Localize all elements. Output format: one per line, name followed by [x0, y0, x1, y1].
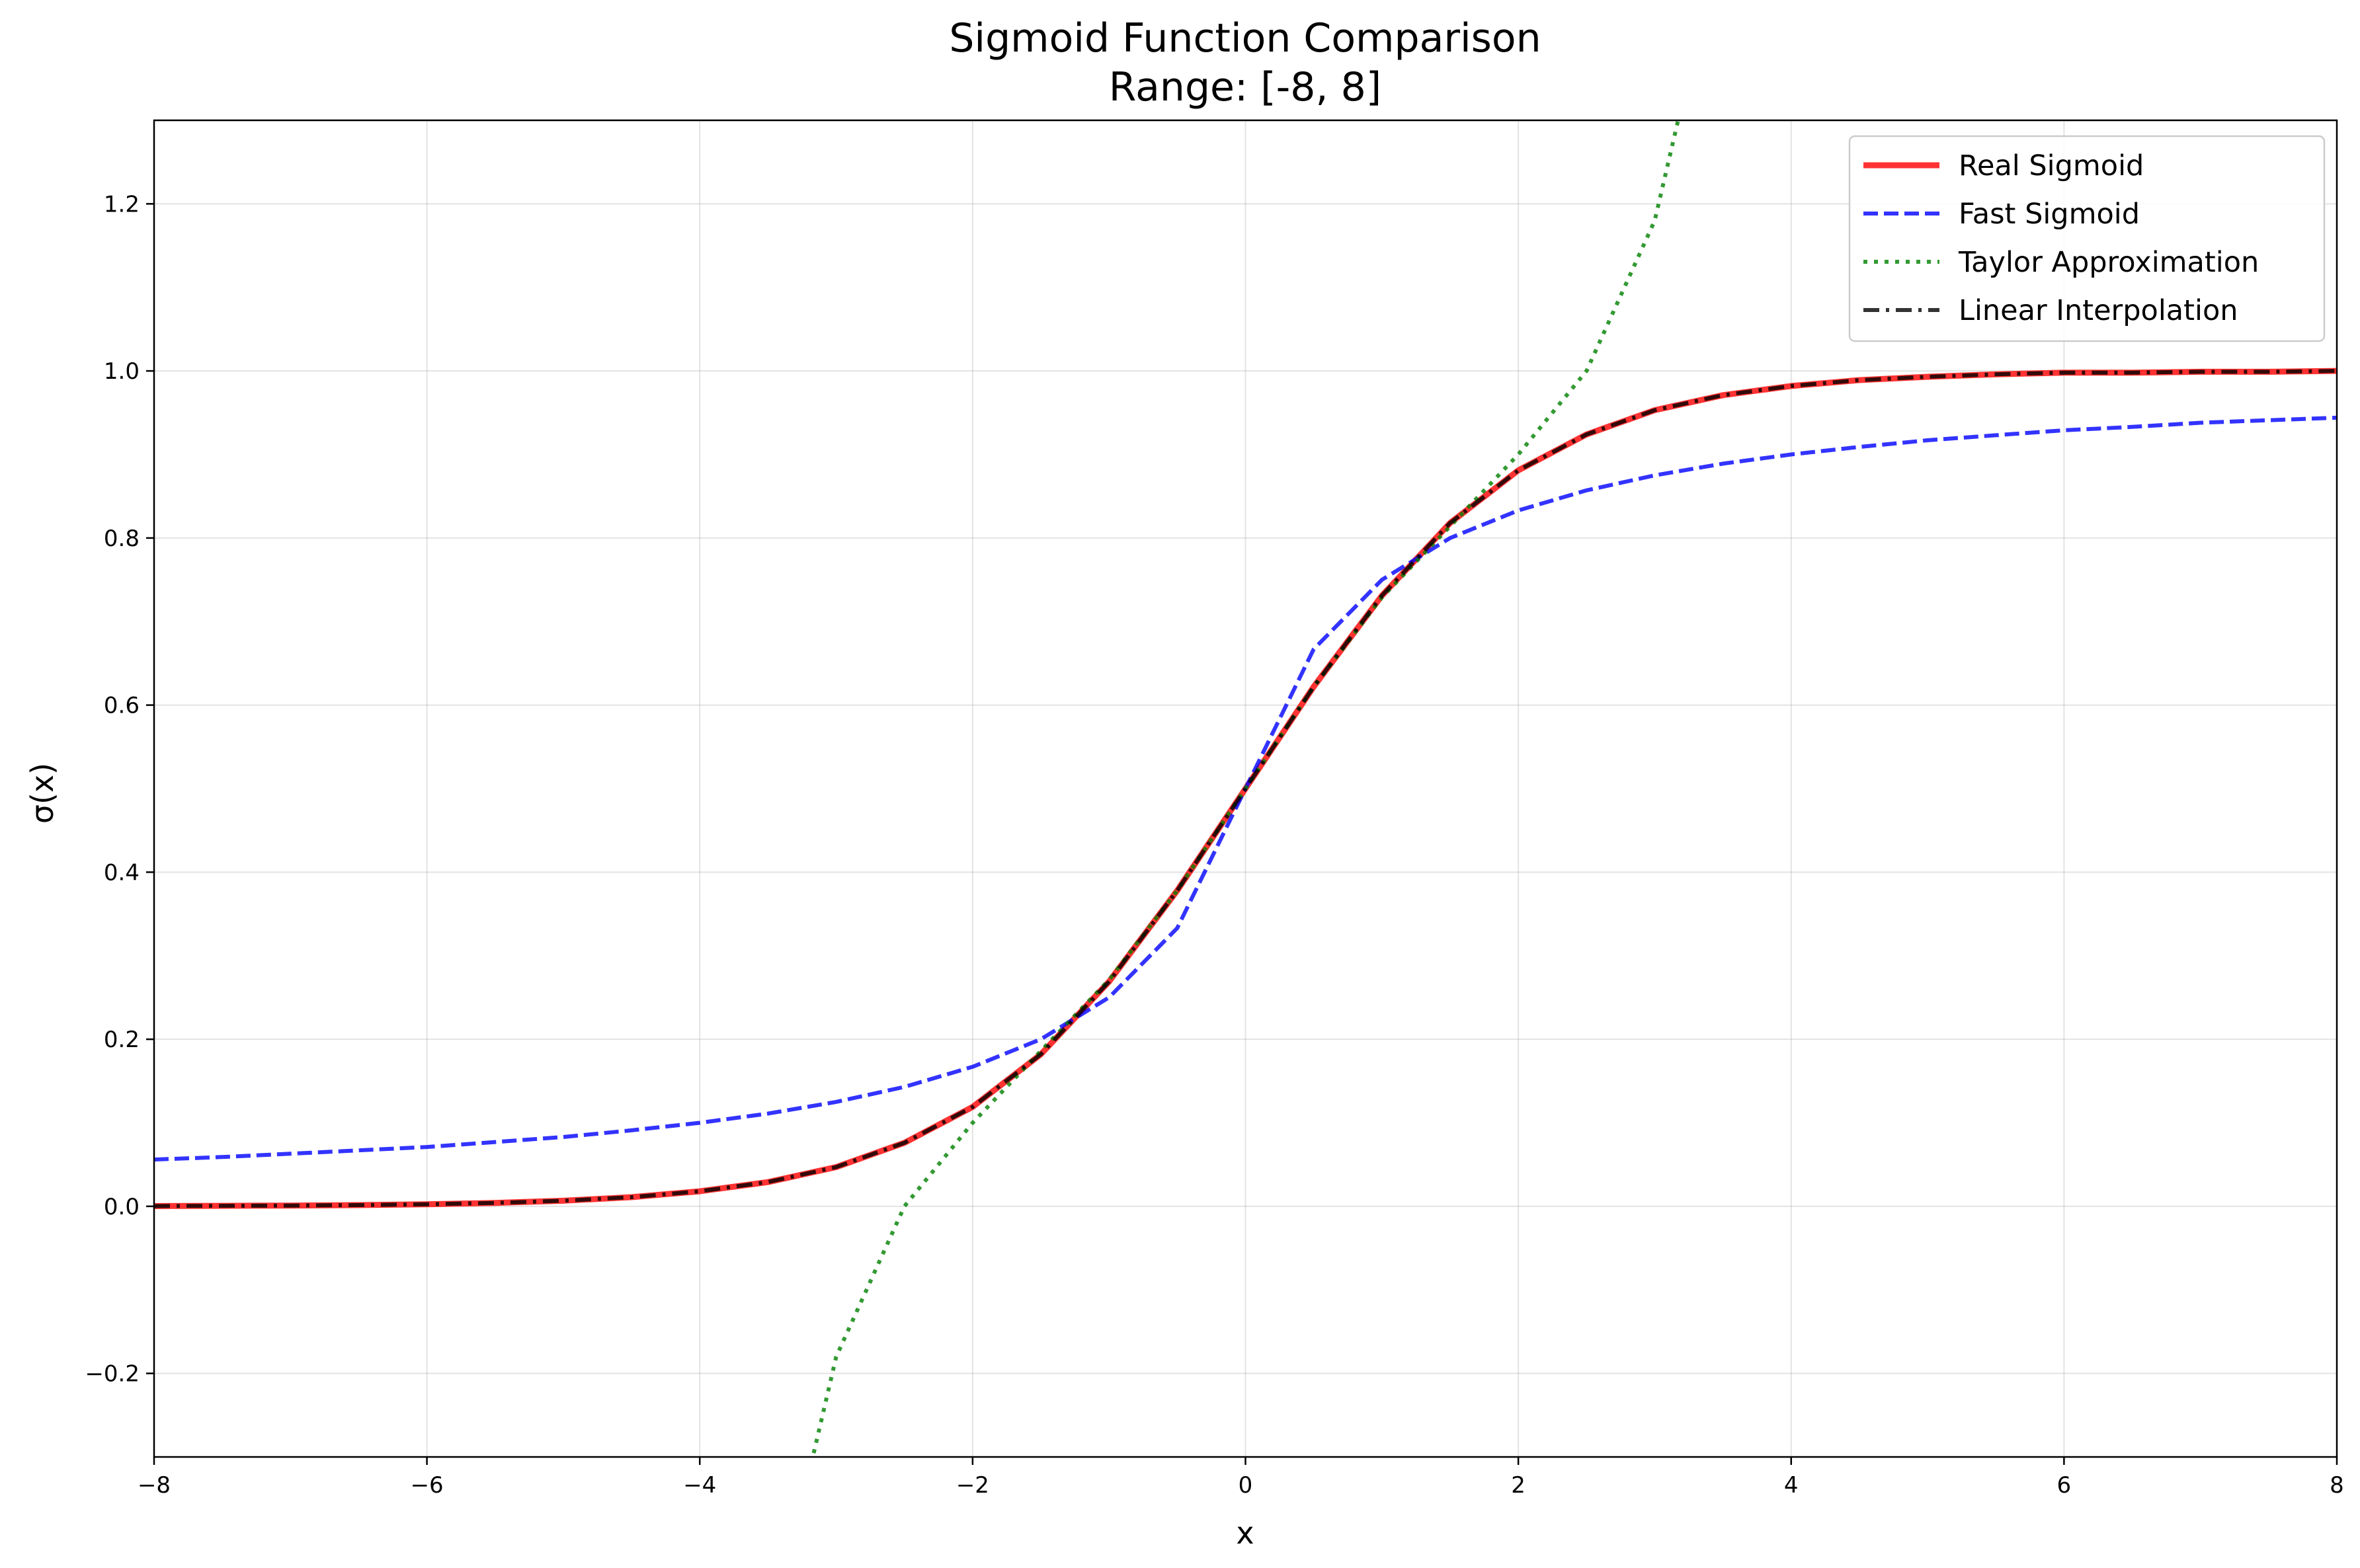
- x-tick-label: −6: [411, 1472, 444, 1499]
- x-axis-title: x: [1236, 1515, 1254, 1551]
- x-tick-label: 0: [1239, 1472, 1253, 1499]
- ticks: −8 −6 −4 −2 0 2 4 6 8 −0.2 0.0 0.2 0.4 0.6 0.8 1.0 1.2: [85, 191, 2343, 1499]
- legend-box: [1848, 135, 2326, 342]
- legend-label: Taylor Approximation: [1958, 246, 2259, 279]
- x-tick-label: 6: [2057, 1472, 2072, 1499]
- y-axis-title: σ(x): [24, 763, 60, 824]
- y-tick-label: 1.2: [104, 191, 140, 217]
- series-lines: [154, 120, 2337, 1457]
- x-tick-label: −2: [956, 1472, 989, 1499]
- x-tick-label: 2: [1511, 1472, 1526, 1499]
- x-tick-label: −4: [683, 1472, 716, 1499]
- x-tick-label: −8: [138, 1472, 171, 1499]
- y-tick-label: 1.0: [104, 358, 140, 385]
- y-tick-label: 0.0: [104, 1194, 140, 1220]
- x-tick-label: 4: [1784, 1472, 1799, 1499]
- y-tick-label: 0.2: [104, 1027, 140, 1053]
- legend-label: Fast Sigmoid: [1959, 198, 2140, 231]
- legend-label: Real Sigmoid: [1959, 149, 2144, 182]
- x-tick-label: 8: [2330, 1472, 2344, 1499]
- legend-label: Linear Interpolation: [1959, 294, 2238, 327]
- plot-frame: [153, 119, 2338, 1458]
- y-tick-label: 0.4: [104, 859, 140, 886]
- y-tick-label: −0.2: [85, 1361, 140, 1388]
- chart-subtitle: Range: [-8, 8]: [1109, 64, 1381, 110]
- y-tick-label: 0.8: [104, 526, 140, 552]
- chart-title: Sigmoid Function Comparison: [949, 15, 1541, 61]
- y-tick-label: 0.6: [104, 693, 140, 719]
- legend: Real Sigmoid Fast Sigmoid Taylor Approxima…: [1848, 135, 2326, 342]
- series-line-linear-interpolation: [154, 369, 2337, 1208]
